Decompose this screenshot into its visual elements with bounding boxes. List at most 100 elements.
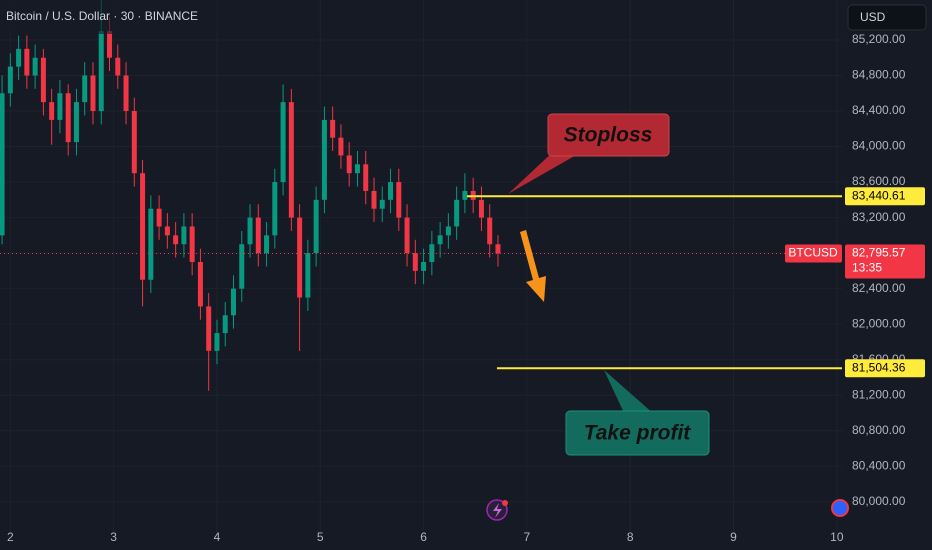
level-label: 81,504.36 [852, 360, 906, 374]
y-tick-label: 85,200.00 [852, 32, 906, 46]
down-arrow [520, 230, 546, 302]
candle-body [421, 262, 427, 271]
level-tag [845, 359, 925, 378]
x-tick-label: 4 [214, 530, 221, 544]
candle-body [90, 75, 96, 112]
y-tick-label: 84,800.00 [852, 68, 906, 82]
candle-body [363, 164, 369, 191]
candle-body [181, 226, 187, 245]
candle-body [429, 244, 435, 263]
takeprofit-pointer [604, 370, 655, 415]
y-tick-label: 84,000.00 [852, 139, 906, 153]
candle-body [16, 48, 22, 67]
y-tick-label: 83,200.00 [852, 210, 906, 224]
candle-body [478, 199, 484, 218]
x-tick-label: 3 [110, 530, 117, 544]
symbol-tag [785, 244, 842, 263]
stoploss-callout [547, 113, 670, 157]
y-tick-label: 80,000.00 [852, 494, 906, 508]
candle-body [487, 217, 493, 245]
x-tick-label: 9 [730, 530, 737, 544]
candle-body [32, 57, 38, 76]
chart-title: Bitcoin / U.S. Dollar · 30 · BINANCE [6, 9, 198, 23]
candle-body [222, 315, 228, 334]
candle-body [330, 119, 336, 138]
candle-body [164, 226, 170, 236]
price-label: 82,795.57 [852, 246, 906, 260]
y-tick-label: 83,600.00 [852, 174, 906, 188]
candle-body [354, 164, 360, 174]
candle-body [288, 102, 294, 218]
candle-body [49, 102, 55, 120]
candle-body [297, 217, 303, 298]
x-tick-label: 6 [420, 530, 427, 544]
price-tag [845, 244, 925, 279]
currency-label[interactable]: USD [860, 10, 886, 24]
candle-body [462, 190, 468, 200]
candle-body [313, 199, 319, 254]
candle-body [454, 199, 460, 227]
y-tick-label: 81,200.00 [852, 387, 906, 401]
candle-body [24, 48, 30, 76]
currency-button[interactable] [847, 4, 927, 31]
candle-body [123, 75, 129, 112]
candle-body [0, 93, 5, 236]
candle-body [388, 182, 394, 200]
stoploss-text: Stoploss [564, 124, 653, 147]
x-tick-label: 7 [524, 530, 531, 544]
candle-body [65, 93, 71, 143]
plot [0, 0, 842, 391]
y-tick-label: 80,400.00 [852, 458, 906, 472]
candle-body [247, 217, 253, 245]
candle-body [396, 182, 402, 218]
stoploss-pointer [508, 150, 585, 194]
candle-body [412, 253, 418, 271]
candle-body [264, 235, 270, 254]
candle-body [82, 75, 88, 103]
x-tick-label: 5 [317, 530, 324, 544]
y-tick-label: 80,800.00 [852, 423, 906, 437]
candle-body [445, 226, 451, 236]
candle-body [437, 235, 443, 245]
candle-body [206, 306, 212, 351]
candle-body [346, 155, 352, 174]
candle-body [239, 244, 245, 289]
grid [0, 0, 842, 532]
candle-body [371, 190, 377, 209]
candle-body [173, 235, 179, 245]
candle-body [338, 137, 344, 156]
event-dot [502, 500, 508, 506]
candle-body [404, 217, 410, 254]
level-label: 83,440.61 [852, 188, 906, 202]
candle-body [115, 57, 121, 76]
candle-body [321, 119, 327, 200]
candle-body [495, 244, 501, 254]
candle-body [98, 31, 104, 112]
event-bolt [493, 503, 502, 518]
y-tick-label: 84,400.00 [852, 103, 906, 117]
y-tick-label: 82,400.00 [852, 281, 906, 295]
x-tick-label: 8 [627, 530, 634, 544]
candle-body [7, 66, 13, 94]
takeprofit-text: Take profit [584, 422, 692, 445]
candle-body [305, 253, 311, 298]
candle-body [148, 208, 154, 280]
candle-body [280, 102, 286, 183]
candle-body [189, 226, 195, 263]
y-tick-label: 82,000.00 [852, 316, 906, 330]
takeprofit-callout [565, 410, 710, 456]
candle-body [230, 288, 236, 316]
x-tick-label: 2 [7, 530, 14, 544]
candle-body [197, 262, 203, 307]
symbol-label: BTCUSD [788, 246, 838, 260]
flag-icon[interactable] [831, 499, 849, 517]
level-tag [845, 187, 925, 206]
candle-body [57, 93, 63, 120]
candle-body [131, 111, 137, 174]
candle-body [379, 199, 385, 209]
candle-body [107, 31, 113, 58]
candle-body [40, 57, 46, 103]
candle-body [156, 208, 162, 227]
